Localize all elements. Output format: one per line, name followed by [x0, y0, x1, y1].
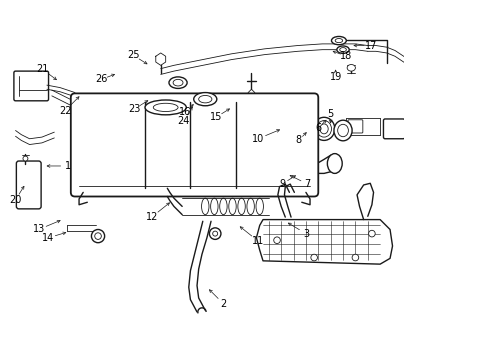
Ellipse shape [333, 120, 351, 141]
Ellipse shape [339, 48, 346, 52]
Text: 18: 18 [340, 51, 352, 61]
Text: 10: 10 [251, 134, 264, 144]
Text: 15: 15 [209, 112, 222, 122]
Polygon shape [256, 220, 392, 264]
Text: 9: 9 [278, 179, 285, 189]
Text: 3: 3 [302, 229, 308, 239]
Text: 2: 2 [220, 299, 226, 309]
Ellipse shape [153, 103, 178, 112]
Ellipse shape [326, 154, 342, 174]
FancyBboxPatch shape [14, 71, 48, 101]
Circle shape [209, 228, 221, 239]
Text: 8: 8 [295, 135, 301, 145]
Circle shape [351, 254, 358, 261]
Ellipse shape [336, 46, 348, 53]
FancyBboxPatch shape [383, 119, 404, 139]
Text: 25: 25 [127, 50, 140, 60]
Circle shape [212, 231, 217, 236]
Text: 12: 12 [145, 212, 158, 222]
Ellipse shape [319, 124, 327, 134]
Ellipse shape [246, 198, 254, 215]
Circle shape [368, 230, 374, 237]
Text: 6: 6 [315, 123, 321, 133]
Ellipse shape [331, 36, 346, 45]
Circle shape [310, 254, 317, 261]
Text: 14: 14 [42, 233, 55, 243]
FancyBboxPatch shape [16, 161, 41, 209]
Text: 16: 16 [179, 107, 191, 117]
Ellipse shape [228, 198, 236, 215]
FancyBboxPatch shape [71, 93, 318, 197]
Text: 11: 11 [251, 236, 264, 246]
Text: 21: 21 [37, 64, 49, 75]
Text: 22: 22 [59, 106, 71, 116]
Text: 24: 24 [177, 116, 190, 126]
Ellipse shape [201, 198, 208, 215]
Ellipse shape [210, 198, 218, 215]
Ellipse shape [313, 117, 334, 140]
Circle shape [23, 156, 28, 161]
Ellipse shape [256, 198, 263, 215]
Text: 23: 23 [128, 104, 140, 114]
Ellipse shape [219, 198, 226, 215]
Text: 5: 5 [327, 109, 333, 119]
FancyBboxPatch shape [347, 120, 362, 133]
Ellipse shape [173, 79, 183, 86]
Ellipse shape [145, 100, 186, 115]
Text: 20: 20 [9, 195, 21, 205]
Ellipse shape [198, 95, 211, 103]
Ellipse shape [316, 121, 331, 137]
Ellipse shape [334, 39, 342, 42]
Text: 17: 17 [364, 41, 377, 50]
Text: 1: 1 [65, 161, 71, 171]
Text: 26: 26 [95, 75, 107, 84]
Circle shape [91, 229, 104, 243]
Ellipse shape [237, 198, 245, 215]
Polygon shape [156, 53, 165, 65]
Text: 13: 13 [32, 225, 45, 234]
Circle shape [273, 237, 280, 243]
Circle shape [95, 233, 101, 239]
Ellipse shape [193, 93, 216, 106]
Ellipse shape [169, 77, 187, 89]
Ellipse shape [346, 64, 355, 71]
Text: 7: 7 [304, 179, 310, 189]
Text: 19: 19 [329, 72, 341, 82]
Ellipse shape [337, 124, 347, 137]
